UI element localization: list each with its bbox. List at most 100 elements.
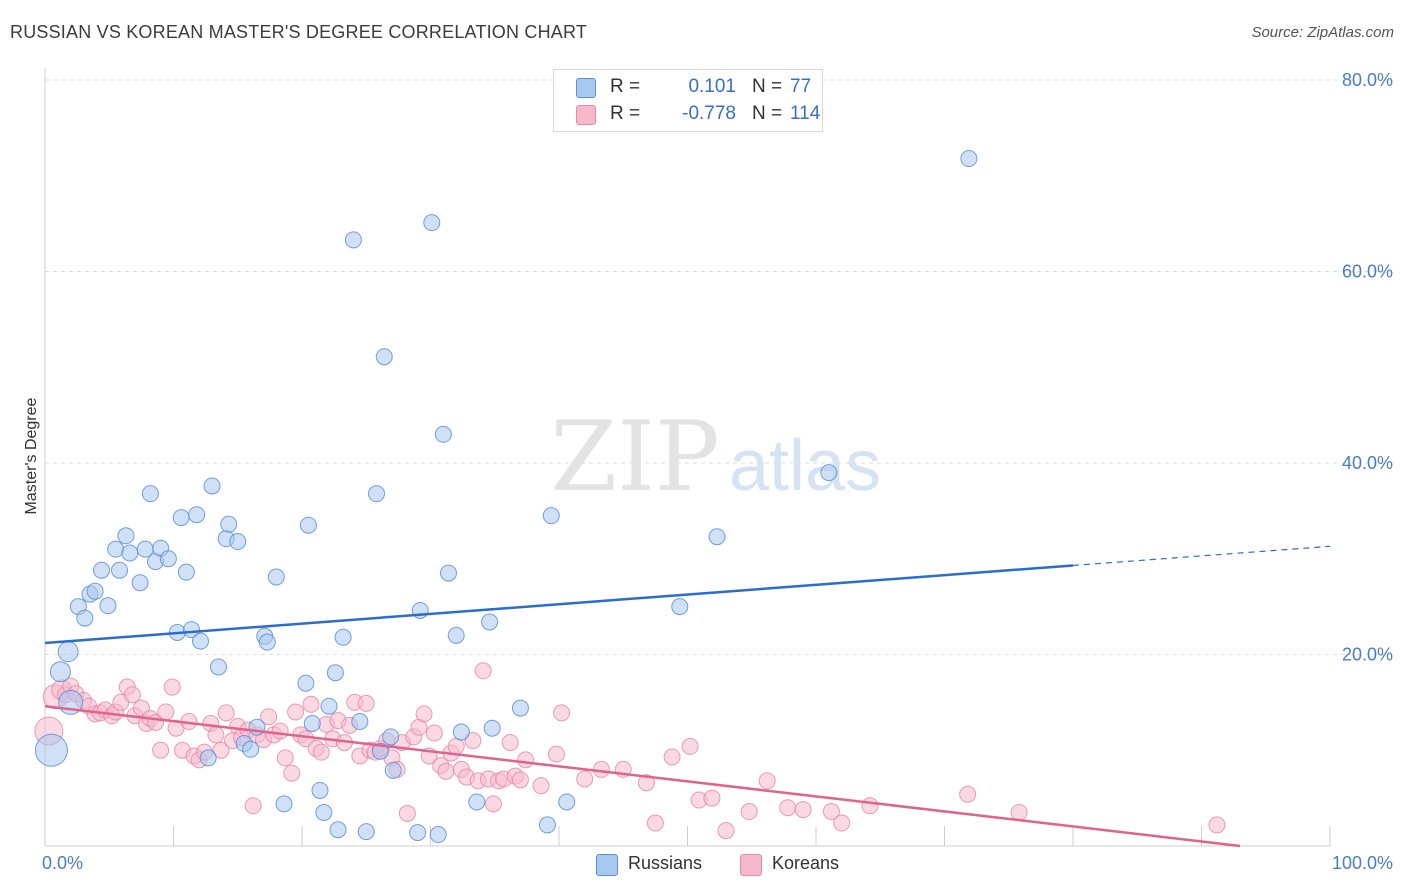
koreans-point-41 [260,708,278,726]
koreans-point-90 [532,777,550,795]
russians-point-65 [481,613,499,631]
russians-point-70 [558,793,576,811]
koreans-point-46 [287,703,305,721]
koreans-point-15 [123,686,141,704]
russians-trend-line [44,564,1074,645]
russians-point-31 [229,533,247,551]
koreans-point-67 [398,804,416,822]
koreans-n-label: N = [752,103,783,124]
axes [44,68,1331,847]
russians-point-60 [434,425,452,443]
koreans-r-value: -0.778 [682,103,736,124]
koreans-point-99 [681,737,699,755]
watermark-atlas: atlas [729,426,881,506]
koreans-point-22 [157,703,175,721]
koreans-point-96 [637,774,655,792]
koreans-point-76 [447,737,465,755]
koreans-point-83 [484,795,502,813]
russians-point-19 [159,550,177,568]
russians-point-40 [299,516,317,534]
russians-point-38 [275,795,293,813]
russians-point-74 [960,150,978,168]
russians-point-37 [267,568,285,586]
koreans-point-86 [501,734,519,752]
koreans-legend-label: Koreans [772,853,840,873]
y-tick-label-1: 40.0% [1342,453,1393,473]
watermark-zip: ZIP [550,401,719,513]
russians-point-50 [357,823,375,841]
russians-point-27 [203,477,221,495]
russians-point-36 [258,633,276,651]
koreans-point-38 [244,797,262,815]
correlation-legend: R = 0.101 N = 77 R = -0.778 N = 114 [553,69,823,132]
russians-point-25 [191,632,209,650]
koreans-point-107 [822,803,840,821]
koreans-point-103 [740,803,758,821]
russians-point-53 [375,348,393,366]
koreans-point-81 [474,662,492,680]
koreans-point-93 [576,770,594,788]
russians-point-51 [368,485,386,503]
koreans-point-104 [758,772,776,790]
russians-point-13 [121,544,139,562]
russians-point-11 [111,561,129,579]
koreans-point-109 [861,797,879,815]
koreans-point-106 [794,801,812,819]
koreans-point-102 [717,822,735,840]
russians-point-23 [182,621,200,639]
koreans-point-88 [511,771,529,789]
russians-point-71 [671,598,689,616]
russians-point-39 [297,674,315,692]
russians-point-73 [820,464,838,482]
koreans-point-112 [1208,816,1226,834]
koreans-swatch-icon [576,105,596,125]
russians-point-46 [329,821,347,839]
russians-point-9 [99,597,117,615]
russians-point-2 [57,641,79,663]
koreans-point-23 [163,678,181,696]
russians-r-label: R = [610,76,641,97]
russians-point-7 [86,582,104,600]
russians-point-69 [542,507,560,525]
russians-points [34,150,978,844]
koreans-point-44 [276,749,294,767]
watermark: ZIP atlas [550,401,881,513]
koreans-points [34,662,1226,840]
y-tick-label-3: 80.0% [1342,70,1393,90]
russians-point-33 [242,740,260,758]
koreans-point-45 [283,764,301,782]
koreans-point-21 [152,741,170,759]
koreans-point-89 [517,751,535,769]
russians-point-10 [107,540,125,558]
y-tick-label-0: 20.0% [1342,645,1393,665]
russians-point-14 [131,574,149,592]
russians-point-59 [429,826,447,844]
koreans-point-43 [271,722,289,740]
chart-title: RUSSIAN VS KOREAN MASTER'S DEGREE CORREL… [10,22,588,42]
russians-point-67 [511,699,529,717]
russians-n-label: N = [752,76,783,97]
koreans-point-91 [547,745,565,763]
russians-point-5 [76,609,94,627]
russians-point-44 [320,697,338,715]
russians-point-58 [423,214,441,232]
russians-point-8 [93,561,111,579]
russians-point-26 [199,749,217,767]
koreans-trend-line [44,704,1241,848]
koreans-point-49 [302,695,320,713]
koreans-point-31 [207,726,225,744]
russians-point-24 [188,506,206,524]
russians-point-47 [334,628,352,646]
russians-point-55 [384,761,402,779]
russians-point-54 [382,728,400,746]
koreans-point-79 [464,732,482,750]
russians-point-45 [326,664,344,682]
russians-point-48 [344,231,362,249]
grid-lines [45,79,1392,655]
russians-point-49 [351,713,369,731]
russians-point-72 [708,528,726,546]
koreans-legend-icon [740,854,762,876]
russians-point-63 [452,723,470,741]
koreans-n-value: 114 [790,103,821,124]
koreans-point-74 [437,762,455,780]
